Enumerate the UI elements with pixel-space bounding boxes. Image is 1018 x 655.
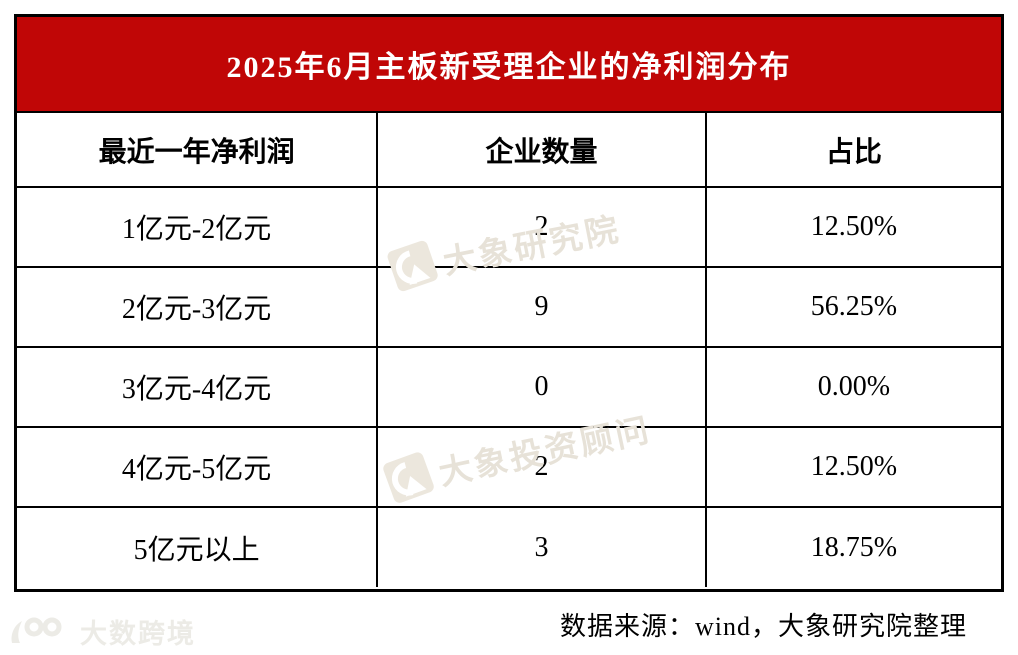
header-net-profit: 最近一年净利润 (17, 113, 379, 188)
header-row: 最近一年净利润 企业数量 占比 (17, 113, 1001, 188)
cell-count: 3 (376, 506, 707, 587)
cell-range: 1亿元-2亿元 (17, 186, 379, 268)
brand-100-icon (11, 617, 62, 643)
cell-share: 12.50% (704, 186, 1001, 268)
data-table: 最近一年净利润 企业数量 占比 1亿元-2亿元 2 12.50% 2亿元-3亿元… (17, 113, 1001, 587)
data-source-note: 数据来源：wind，大象研究院整理 (559, 612, 967, 641)
header-share: 占比 (704, 113, 1001, 188)
table-row: 3亿元-4亿元 0 0.00% (17, 346, 1001, 428)
table-row: 5亿元以上 3 18.75% (17, 506, 1001, 587)
cell-count: 0 (376, 346, 707, 428)
cell-share: 18.75% (704, 506, 1001, 587)
cell-range: 3亿元-4亿元 (17, 346, 379, 428)
table-title: 2025年6月主板新受理企业的净利润分布 (226, 51, 792, 84)
brand-logo-text: 大数跨境 (80, 619, 196, 649)
cell-count: 2 (376, 186, 707, 268)
cell-share: 12.50% (704, 426, 1001, 508)
brand-logo: 大数跨境 (8, 612, 196, 651)
net-profit-distribution-table: 2025年6月主板新受理企业的净利润分布 最近一年净利润 企业数量 占比 1亿元… (14, 14, 1004, 592)
header-company-count: 企业数量 (376, 113, 707, 188)
table-row: 4亿元-5亿元 2 12.50% (17, 426, 1001, 508)
cell-share: 56.25% (704, 266, 1001, 348)
cell-share: 0.00% (704, 346, 1001, 428)
cell-range: 2亿元-3亿元 (17, 266, 379, 348)
table-title-band: 2025年6月主板新受理企业的净利润分布 (17, 17, 1001, 113)
cell-range: 5亿元以上 (17, 506, 379, 587)
cell-count: 2 (376, 426, 707, 508)
table-row: 2亿元-3亿元 9 56.25% (17, 266, 1001, 348)
table-row: 1亿元-2亿元 2 12.50% (17, 186, 1001, 268)
cell-range: 4亿元-5亿元 (17, 426, 379, 508)
cell-count: 9 (376, 266, 707, 348)
